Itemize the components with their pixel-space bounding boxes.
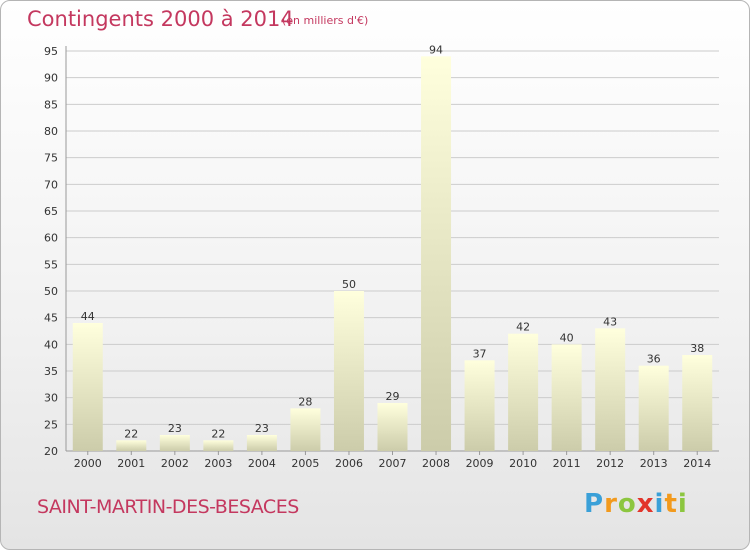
brand-letter: o xyxy=(617,489,637,519)
brand-letter: P xyxy=(584,489,605,519)
x-tick-label-2000: 2000 xyxy=(74,457,102,470)
x-tick-label-2012: 2012 xyxy=(596,457,624,470)
y-tick-label: 35 xyxy=(44,365,58,378)
bar-2014 xyxy=(682,355,713,451)
brand-letter: i xyxy=(677,489,688,519)
y-tick-label: 30 xyxy=(44,392,58,405)
brand-letter: r xyxy=(604,489,618,519)
y-tick-label: 50 xyxy=(44,285,58,298)
value-label-2012: 43 xyxy=(603,315,617,328)
value-label-2001: 22 xyxy=(124,427,138,440)
brand-logo: Proxiti xyxy=(584,489,688,519)
value-label-2004: 23 xyxy=(255,422,269,435)
x-tick-label-2005: 2005 xyxy=(291,457,319,470)
x-tick-label-2006: 2006 xyxy=(335,457,363,470)
y-tick-label: 55 xyxy=(44,258,58,271)
bar-2008 xyxy=(421,56,452,451)
bars xyxy=(72,56,713,451)
brand-letter: i xyxy=(654,489,665,519)
x-tick-label-2003: 2003 xyxy=(204,457,232,470)
x-tick-label-2010: 2010 xyxy=(509,457,537,470)
x-tick-label-2011: 2011 xyxy=(553,457,581,470)
bar-2003 xyxy=(203,440,234,451)
chart-title: Contingents 2000 à 2014 xyxy=(27,7,294,31)
bar-2004 xyxy=(246,435,277,451)
commune-name: SAINT-MARTIN-DES-BESACES xyxy=(37,496,299,518)
y-tick-label: 70 xyxy=(44,178,58,191)
value-label-2007: 29 xyxy=(386,390,400,403)
x-tick-label-2001: 2001 xyxy=(117,457,145,470)
value-label-2009: 37 xyxy=(473,347,487,360)
x-tick-label-2009: 2009 xyxy=(466,457,494,470)
y-tick-label: 75 xyxy=(44,152,58,165)
y-tick-label: 60 xyxy=(44,232,58,245)
value-labels: 44 22 23 22 23 28 50 29 94 37 42 40 43 36 38 xyxy=(81,43,704,440)
value-label-2011: 40 xyxy=(560,331,574,344)
y-axis-ticks: 20 25 30 35 40 45 50 55 60 65 70 75 80 85 90 95 xyxy=(44,45,58,458)
x-tick-label-2008: 2008 xyxy=(422,457,450,470)
bar-2005 xyxy=(290,408,321,451)
value-label-2008: 94 xyxy=(429,43,443,56)
bar-2013 xyxy=(638,365,669,451)
y-tick-label: 25 xyxy=(44,418,58,431)
bar-2009 xyxy=(464,360,495,451)
y-tick-label: 45 xyxy=(44,312,58,325)
value-label-2014: 38 xyxy=(690,342,704,355)
x-tick-label-2014: 2014 xyxy=(683,457,711,470)
y-tick-label: 20 xyxy=(44,445,58,458)
bar-2001 xyxy=(116,440,147,451)
y-tick-label: 90 xyxy=(44,72,58,85)
bar-2012 xyxy=(595,328,626,451)
brand-letter: x xyxy=(636,489,655,519)
y-tick-label: 95 xyxy=(44,45,58,58)
value-label-2003: 22 xyxy=(211,427,225,440)
y-tick-label: 65 xyxy=(44,205,58,218)
bar-2011 xyxy=(551,344,582,451)
bar-2010 xyxy=(508,333,539,451)
y-tick-label: 85 xyxy=(44,98,58,111)
y-tick-label: 80 xyxy=(44,125,58,138)
x-tick-label-2007: 2007 xyxy=(379,457,407,470)
chart-subtitle: (en milliers d'€) xyxy=(282,14,369,27)
x-tick-label-2004: 2004 xyxy=(248,457,276,470)
value-label-2005: 28 xyxy=(298,395,312,408)
bar-2002 xyxy=(159,435,190,451)
x-tick-label-2002: 2002 xyxy=(161,457,189,470)
x-axis-ticks: 2000 2001 2002 2003 2004 2005 2006 2007 2008 2009… xyxy=(74,451,711,470)
value-label-2006: 50 xyxy=(342,278,356,291)
bar-2007 xyxy=(377,403,408,451)
bar-2000 xyxy=(72,323,103,451)
x-tick-label-2013: 2013 xyxy=(640,457,668,470)
brand-letter: t xyxy=(664,489,678,519)
value-label-2000: 44 xyxy=(81,310,95,323)
value-label-2013: 36 xyxy=(647,353,661,366)
value-label-2010: 42 xyxy=(516,321,530,334)
value-label-2002: 23 xyxy=(168,422,182,435)
bar-2006 xyxy=(333,291,364,451)
y-tick-label: 40 xyxy=(44,338,58,351)
